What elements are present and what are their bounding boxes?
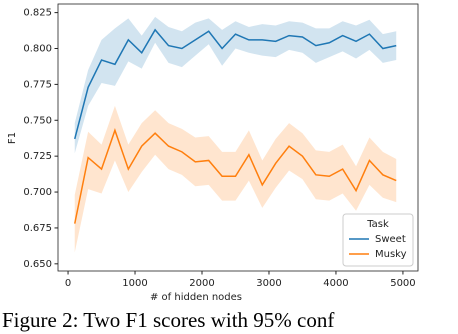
line bbox=[74, 28, 397, 140]
confidence-band bbox=[74, 16, 397, 154]
x-tick-label: 4000 bbox=[323, 278, 348, 289]
x-tick-label: 0 bbox=[65, 278, 71, 289]
y-tick-label: 0.675 bbox=[23, 223, 52, 234]
y-tick-label: 0.650 bbox=[23, 259, 52, 270]
legend-title: Task bbox=[366, 219, 389, 230]
legend-label: Musky bbox=[375, 249, 407, 260]
x-tick-label: 5000 bbox=[390, 278, 415, 289]
y-tick-label: 0.825 bbox=[23, 8, 52, 19]
x-tick-label: 2000 bbox=[189, 278, 214, 289]
y-tick-label: 0.700 bbox=[23, 187, 52, 198]
x-axis-label: # of hidden nodes bbox=[150, 292, 242, 303]
y-axis-label: F1 bbox=[7, 132, 18, 144]
x-tick-label: 3000 bbox=[256, 278, 281, 289]
y-tick-label: 0.750 bbox=[23, 115, 52, 126]
y-tick-label: 0.800 bbox=[23, 44, 52, 55]
legend-box bbox=[342, 213, 414, 267]
y-tick-label: 0.725 bbox=[23, 151, 52, 162]
x-tick-label: 1000 bbox=[122, 278, 147, 289]
plot-frame bbox=[57, 3, 419, 272]
line bbox=[74, 128, 397, 224]
confidence-band bbox=[74, 105, 397, 253]
caption: Figure 2: Two F1 scores with 95% conf bbox=[2, 308, 334, 332]
legend-label: Sweet bbox=[375, 234, 406, 245]
y-tick-label: 0.775 bbox=[23, 79, 52, 90]
